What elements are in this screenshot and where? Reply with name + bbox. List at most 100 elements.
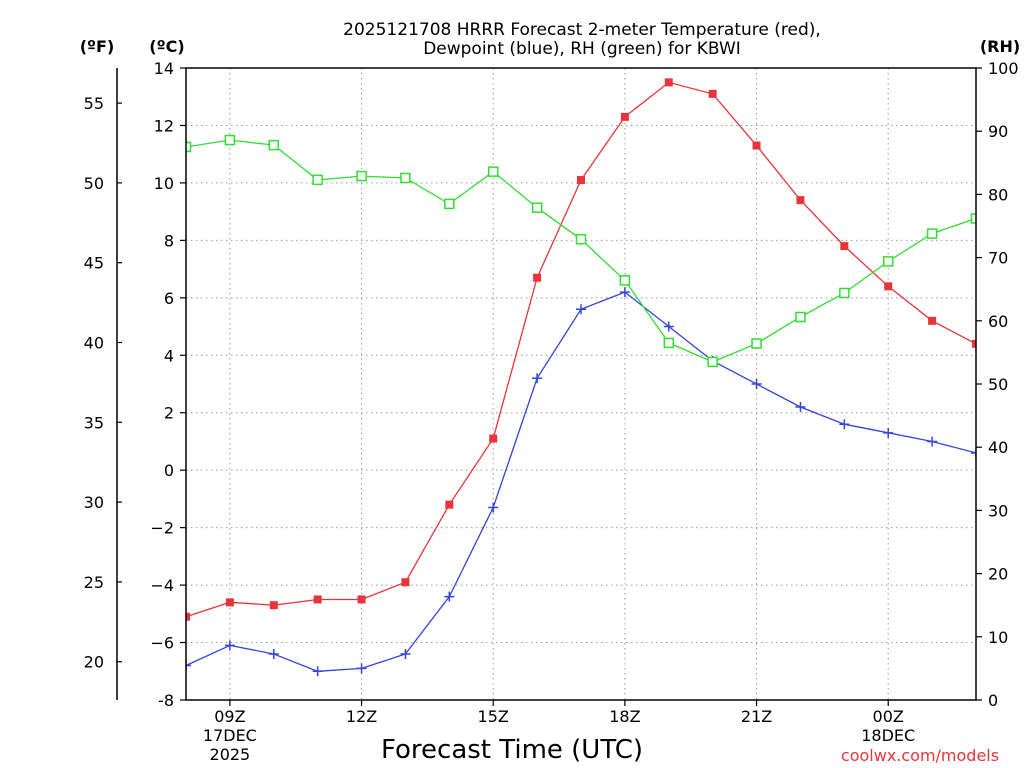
dewpoint-point (400, 649, 411, 660)
dewpoint-point (532, 373, 543, 384)
temperature-point (972, 339, 976, 348)
rh-point (224, 134, 236, 146)
temperature-point (884, 282, 893, 291)
fahrenheit-tick-label: 35 (84, 413, 104, 432)
rh-point (619, 275, 631, 286)
temperature-point (577, 176, 585, 185)
dewpoint-point (268, 649, 279, 660)
fahrenheit-tick-label: 20 (84, 653, 104, 672)
dewpoint-point (444, 591, 455, 602)
dewpoint-point (356, 663, 367, 674)
rh-tick-label: 100 (988, 59, 1019, 78)
temperature-point (445, 500, 454, 509)
rh-tick-label: 90 (988, 122, 1008, 141)
temperature-point (752, 141, 761, 150)
dewpoint-point (312, 666, 323, 677)
rh-point (186, 141, 192, 153)
fahrenheit-tick-label: 30 (84, 493, 104, 512)
rh-unit-label: (RH) (980, 37, 1020, 56)
fahrenheit-axis: 20 25 30 35 40 45 50 55 (84, 68, 122, 700)
x-tick-label: 12Z (346, 707, 377, 726)
celsius-tick-label: −6 (150, 634, 174, 653)
rh-tick-label: 40 (988, 438, 1008, 457)
fahrenheit-tick-label: 25 (84, 573, 104, 592)
fahrenheit-unit-label: (ºF) (80, 37, 115, 56)
rh-axis: 0 10 20 30 40 50 60 70 80 90 100 (976, 59, 1019, 710)
dewpoint-line (186, 291, 976, 672)
rh-tick-label: 20 (988, 565, 1008, 584)
rh-point (839, 287, 850, 299)
celsius-tick-label: 4 (164, 346, 174, 365)
rh-point (707, 356, 718, 368)
x-tick-label: 21Z (741, 707, 772, 726)
fahrenheit-tick-label: 40 (84, 334, 104, 353)
rh-point (400, 172, 411, 184)
rh-tick-label: 10 (988, 628, 1008, 647)
temperature-line (186, 81, 976, 618)
x-tick-label: 15Z (478, 707, 509, 726)
dewpoint-point (751, 379, 762, 389)
rh-point (751, 338, 762, 349)
rh-point (882, 256, 894, 267)
rh-tick-label: 30 (988, 501, 1008, 520)
rh-tick-label: 80 (988, 185, 1008, 204)
temperature-point (186, 612, 190, 621)
temperature-point (489, 434, 498, 443)
dewpoint-point (839, 419, 850, 430)
dewpoint-point (619, 287, 630, 298)
series-dewpoint (186, 287, 976, 677)
temperature-point (533, 273, 542, 282)
rh-line (186, 139, 976, 363)
temperature-point (620, 112, 629, 121)
dewpoint-point (927, 436, 938, 447)
celsius-tick-label: 14 (154, 59, 174, 78)
x-tick-date-label: 17DEC (203, 726, 257, 745)
temperature-point (269, 601, 278, 610)
chart-title-line-1: 2025121708 HRRR Forecast 2-meter Tempera… (343, 20, 821, 40)
dewpoint-point (224, 640, 235, 651)
celsius-axis: -8 −6 −4 −2 0 2 4 6 8 10 12 14 (150, 59, 186, 710)
rh-point (575, 234, 587, 245)
dewpoint-point (186, 660, 191, 671)
rh-tick-label: 60 (988, 312, 1008, 331)
celsius-tick-label: 8 (164, 231, 174, 250)
dewpoint-point (488, 502, 499, 513)
rh-point (926, 228, 938, 239)
rh-point (487, 166, 499, 177)
series-rh (186, 134, 976, 368)
celsius-tick-label: 12 (154, 116, 174, 135)
fahrenheit-tick-label: 45 (84, 254, 104, 273)
fahrenheit-tick-label: 55 (84, 94, 104, 113)
dewpoint-point (795, 401, 806, 412)
temperature-point (796, 196, 805, 205)
rh-tick-label: 50 (988, 375, 1008, 394)
rh-point (356, 170, 367, 182)
plot-frame (185, 67, 977, 701)
chart-title-line-2: Dewpoint (blue), RH (green) for KBWI (423, 39, 741, 59)
series-layer (186, 78, 976, 677)
rh-tick-label: 0 (988, 691, 998, 710)
rh-point (444, 198, 455, 210)
temperature-point (357, 595, 366, 604)
x-tick-label: 00Z (873, 707, 904, 726)
rh-point (970, 213, 976, 224)
dewpoint-point (663, 321, 674, 332)
celsius-tick-label: 6 (164, 289, 174, 308)
dewpoint-point (971, 447, 976, 458)
temperature-point (313, 595, 322, 604)
rh-point (531, 202, 543, 213)
rh-point (268, 139, 280, 151)
rh-point (795, 311, 806, 323)
temperature-point (708, 89, 717, 98)
celsius-tick-label: 2 (164, 404, 174, 423)
gridlines (186, 68, 976, 700)
temperature-point (401, 578, 410, 587)
rh-point (312, 174, 323, 186)
celsius-tick-label: 0 (164, 461, 174, 480)
credit-text: coolwx.com/models (841, 746, 999, 765)
temperature-point (225, 598, 234, 607)
x-tick-year-label: 2025 (210, 745, 251, 764)
celsius-tick-label: −2 (150, 519, 174, 538)
